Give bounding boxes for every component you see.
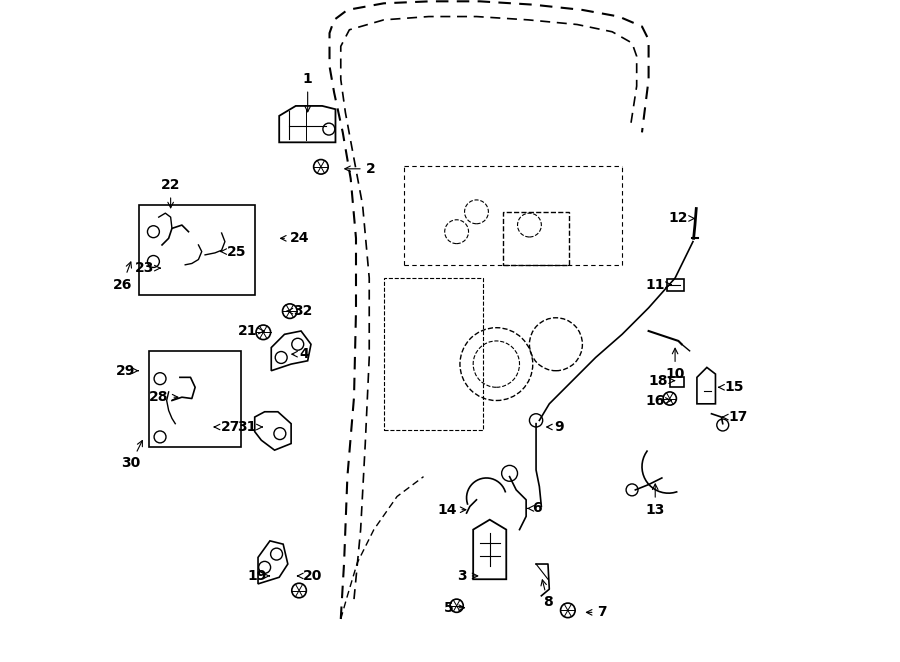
Bar bbox=[148, 351, 241, 447]
Text: 14: 14 bbox=[436, 502, 466, 517]
Bar bbox=[667, 279, 684, 291]
Text: 17: 17 bbox=[723, 410, 748, 424]
Text: 3: 3 bbox=[457, 569, 478, 583]
Text: 30: 30 bbox=[122, 440, 142, 471]
Text: 22: 22 bbox=[161, 178, 180, 208]
Text: 11: 11 bbox=[645, 277, 671, 292]
Text: 20: 20 bbox=[297, 569, 323, 583]
Text: 24: 24 bbox=[281, 231, 310, 246]
Text: 16: 16 bbox=[645, 393, 671, 408]
Text: 28: 28 bbox=[149, 390, 178, 404]
Text: 2: 2 bbox=[345, 162, 375, 176]
Text: 5: 5 bbox=[444, 600, 464, 615]
Text: 7: 7 bbox=[587, 605, 608, 620]
Bar bbox=[670, 377, 684, 387]
Text: 4: 4 bbox=[292, 347, 310, 361]
Text: 21: 21 bbox=[238, 324, 264, 338]
Text: 27: 27 bbox=[214, 420, 240, 434]
Text: 10: 10 bbox=[665, 348, 685, 381]
Bar bbox=[139, 205, 255, 295]
Text: 6: 6 bbox=[527, 501, 542, 516]
Text: 15: 15 bbox=[719, 380, 744, 395]
Text: 26: 26 bbox=[112, 262, 132, 292]
Text: 8: 8 bbox=[541, 580, 553, 610]
Text: 13: 13 bbox=[645, 484, 665, 517]
Text: 12: 12 bbox=[669, 211, 694, 226]
Text: 25: 25 bbox=[220, 244, 247, 259]
Text: 23: 23 bbox=[134, 261, 160, 275]
Text: 29: 29 bbox=[116, 363, 139, 378]
Text: 31: 31 bbox=[237, 420, 263, 434]
Text: 1: 1 bbox=[302, 72, 312, 112]
Text: 19: 19 bbox=[247, 569, 269, 583]
Text: 9: 9 bbox=[546, 420, 564, 434]
Text: 32: 32 bbox=[287, 304, 312, 318]
Text: 18: 18 bbox=[649, 373, 674, 388]
